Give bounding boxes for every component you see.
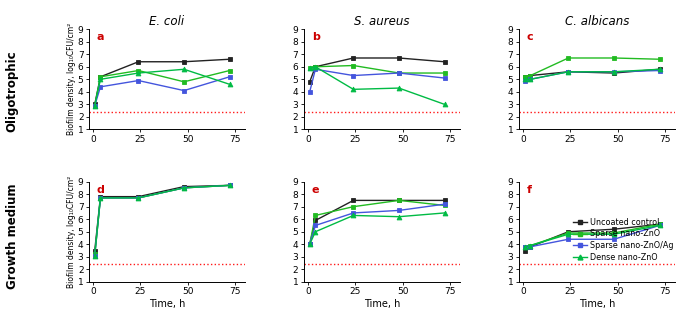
Text: f: f (527, 185, 532, 195)
X-axis label: Time, h: Time, h (579, 299, 615, 309)
X-axis label: Time, h: Time, h (149, 299, 185, 309)
Text: a: a (97, 32, 104, 42)
X-axis label: Time, h: Time, h (364, 299, 400, 309)
Title: E. coli: E. coli (149, 15, 184, 28)
Text: Growth medium: Growth medium (6, 184, 18, 289)
Y-axis label: Biofilm density, log₁₀CFU/cm²: Biofilm density, log₁₀CFU/cm² (67, 23, 76, 135)
Y-axis label: Biofilm density, log₁₀CFU/cm²: Biofilm density, log₁₀CFU/cm² (67, 176, 76, 288)
Text: b: b (312, 32, 320, 42)
Title: C. albicans: C. albicans (564, 15, 629, 28)
Text: d: d (97, 185, 105, 195)
Legend: Uncoated control, Sparse nano-ZnO, Sparse nano-ZnO/Ag, Dense nano-ZnO: Uncoated control, Sparse nano-ZnO, Spars… (573, 217, 674, 262)
Title: S. aureus: S. aureus (354, 15, 410, 28)
Text: c: c (527, 32, 534, 42)
Text: Oligotrophic: Oligotrophic (6, 50, 18, 132)
Text: e: e (312, 185, 319, 195)
